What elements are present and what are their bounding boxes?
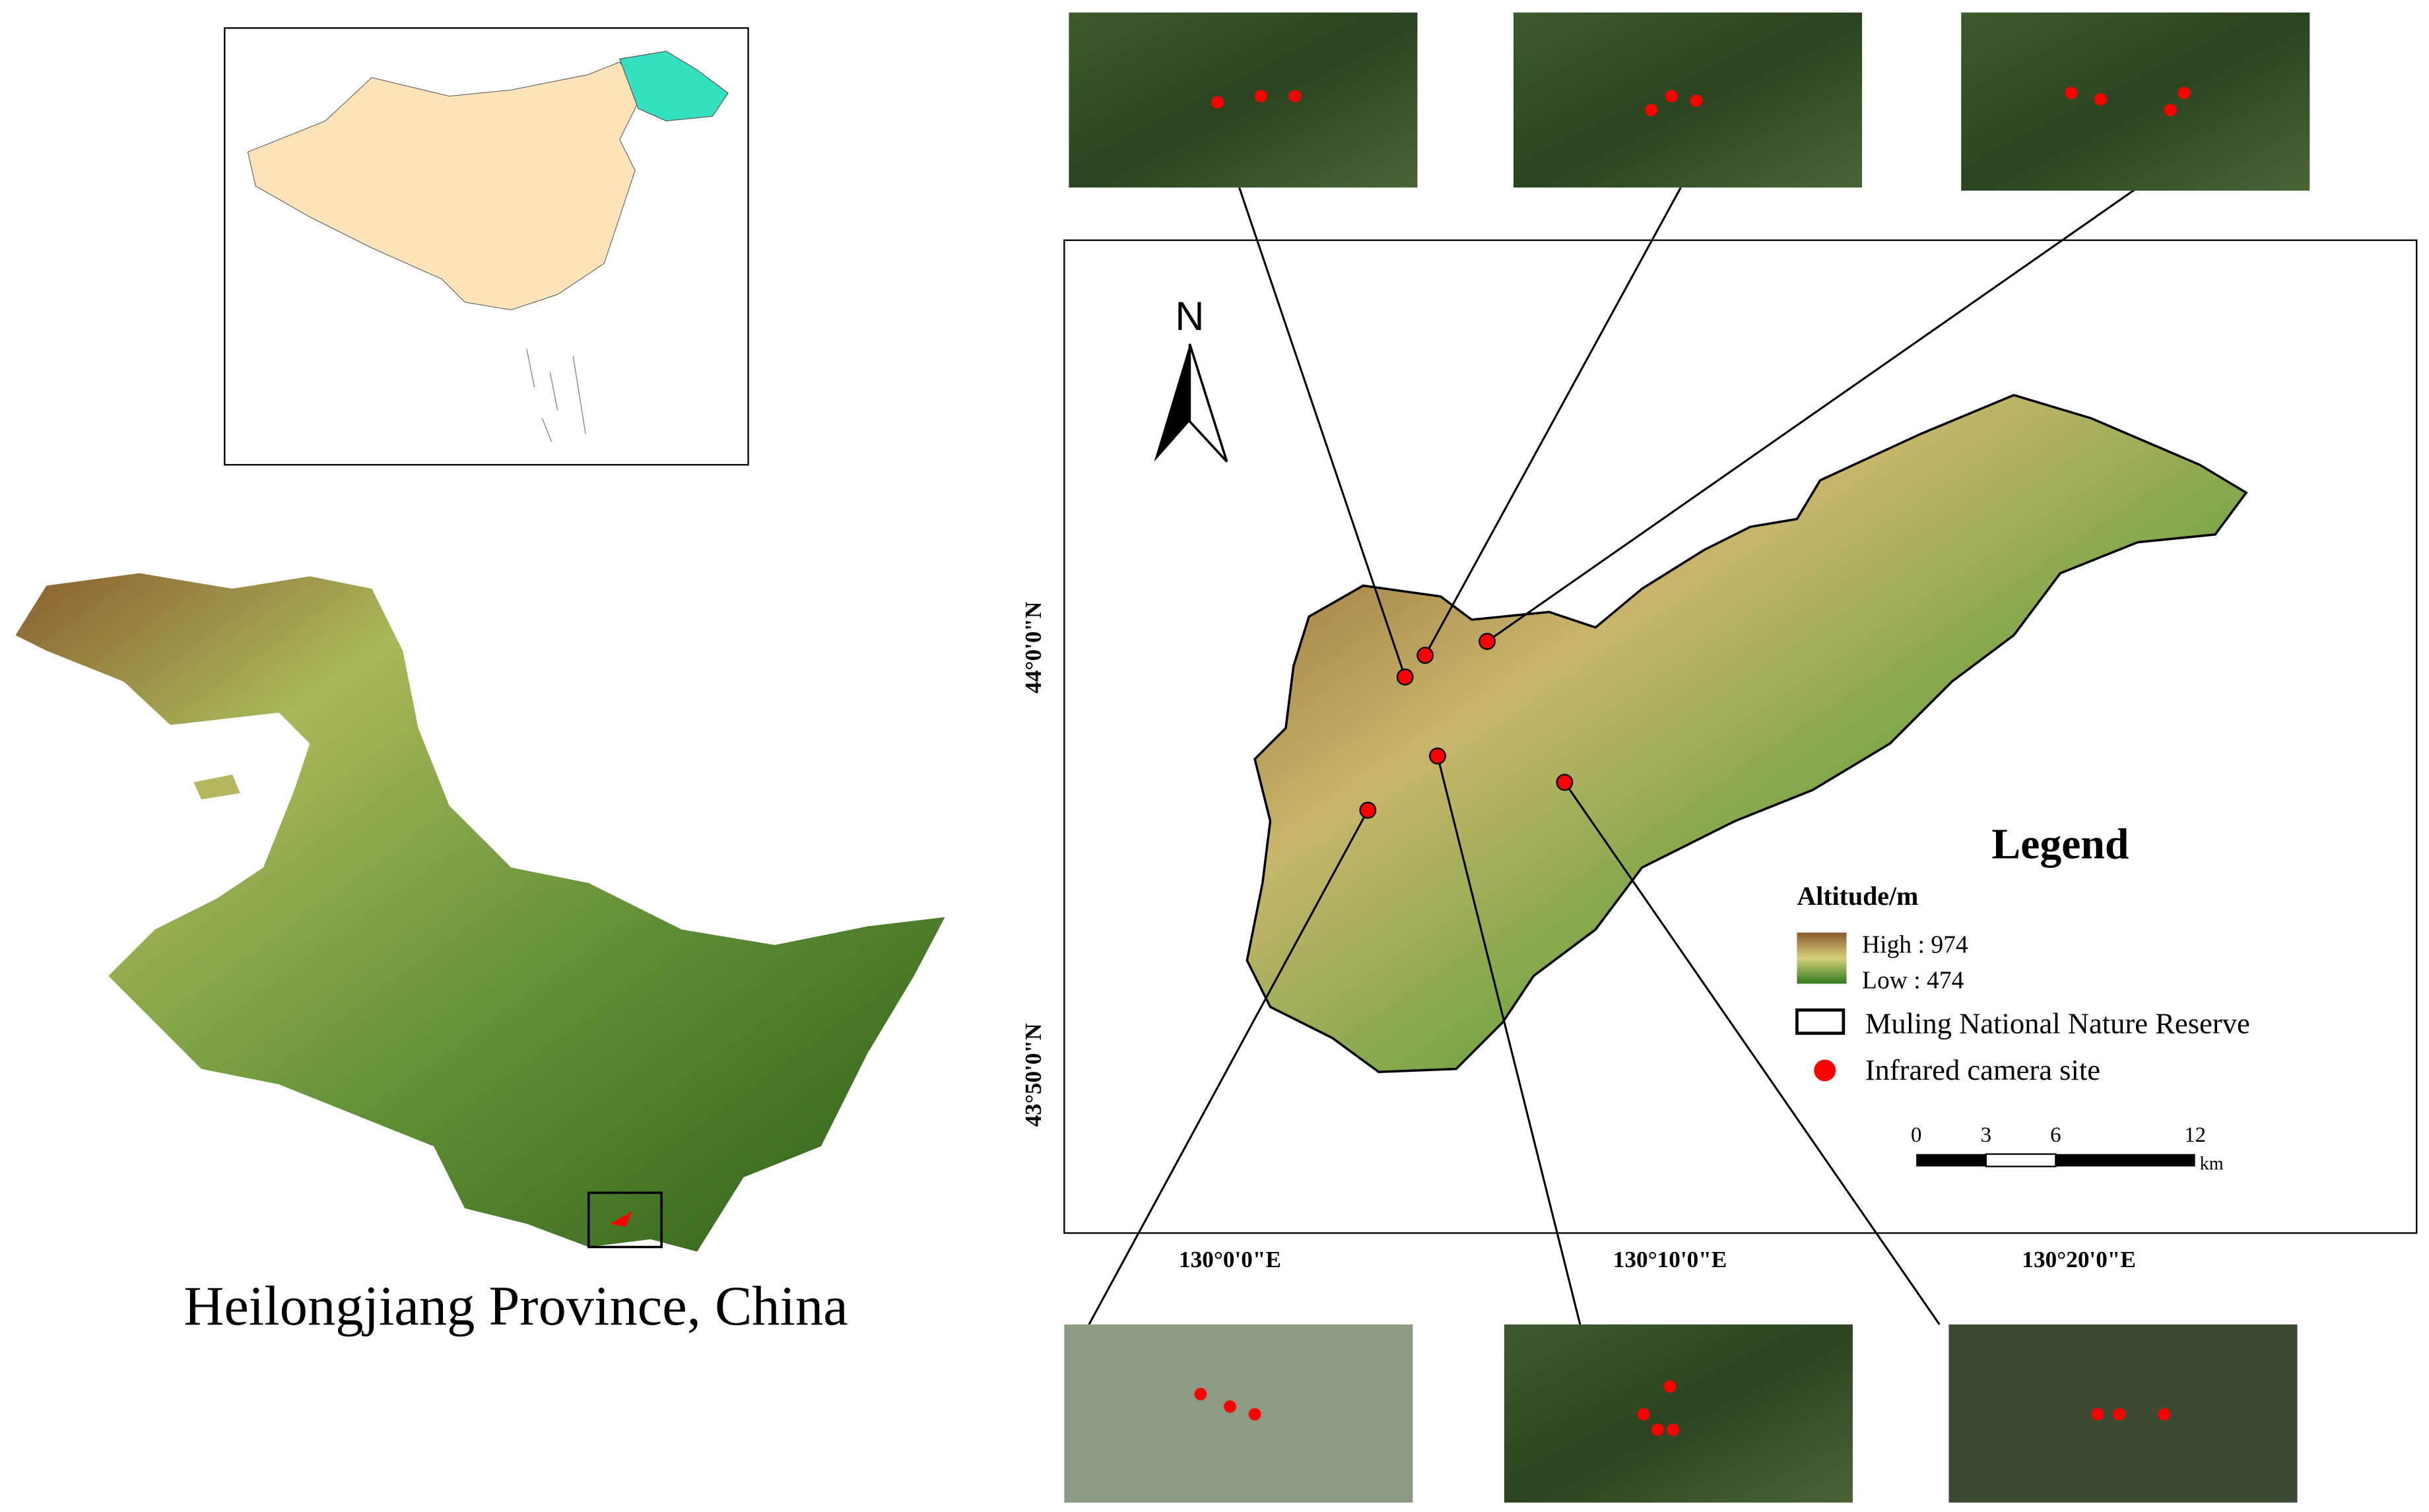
legend-camera-swatch — [1814, 1059, 1836, 1082]
heilongjiang-highlight — [618, 51, 729, 121]
reserve-marker — [610, 1211, 632, 1227]
scale-label: 3 — [1981, 1123, 1991, 1147]
legend-high: High : 974 — [1862, 932, 1968, 959]
camera-sites — [1359, 632, 1574, 819]
legend-ramp — [1797, 933, 1847, 984]
longitude-label: 130°10'0"E — [1613, 1247, 1727, 1272]
photo-points — [1194, 86, 2191, 1436]
latitude-label: 44°0'0"N — [1020, 602, 1046, 694]
legend-reserve-swatch — [1795, 1008, 1846, 1035]
island — [193, 774, 240, 800]
latitude-label: 43°50'0"N — [1020, 1024, 1046, 1127]
study-area-box — [587, 1191, 663, 1249]
legend-title: Legend — [1991, 820, 2129, 868]
map-title: Heilongjiang Province, China — [183, 1276, 848, 1337]
scale-label: 0 — [1911, 1123, 1921, 1147]
longitude-label: 130°20'0"E — [2022, 1247, 2135, 1272]
reserve-elevation — [1246, 393, 2248, 1074]
china-outline — [247, 61, 644, 311]
scale-bar — [1916, 1153, 2195, 1167]
heilongjiang-map — [15, 573, 945, 1252]
legend-reserve: Muling National Nature Reserve — [1865, 1007, 2250, 1040]
scale-label: 6 — [2050, 1123, 2061, 1147]
north-arrow — [1188, 343, 1228, 463]
legend-subtitle: Altitude/m — [1797, 881, 1918, 911]
longitude-label: 130°0'0"E — [1179, 1247, 1281, 1272]
connectors — [1088, 186, 2139, 1325]
satellite-photos — [1064, 12, 2310, 1503]
legend-low: Low : 474 — [1862, 968, 1964, 995]
legend-camera: Infrared camera site — [1865, 1053, 2100, 1086]
scale-label: 12 — [2184, 1123, 2206, 1147]
north-label: N — [1175, 294, 1204, 339]
scale-unit: km — [2200, 1154, 2224, 1174]
islands — [526, 348, 586, 442]
